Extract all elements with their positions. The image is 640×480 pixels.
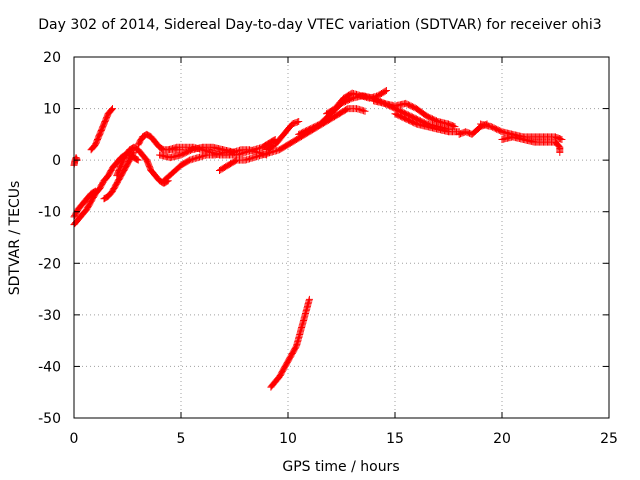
chart-title: Day 302 of 2014, Sidereal Day-to-day VTE… [38, 17, 601, 33]
x-tick-label: 5 [177, 431, 186, 447]
y-tick-label: -30 [38, 308, 61, 324]
x-tick-labels: 0 5 10 15 20 25 [70, 431, 618, 447]
data-point-markers [156, 143, 238, 162]
data-point-markers [323, 87, 390, 118]
y-tick-label: -20 [38, 256, 61, 272]
data-series [70, 154, 81, 169]
data-point-markers [267, 295, 313, 391]
data-point-markers [455, 120, 491, 138]
data-series [113, 143, 172, 187]
x-tick-label: 0 [70, 431, 79, 447]
data-point-markers [87, 105, 116, 154]
data-series [100, 148, 138, 203]
x-tick-label: 15 [386, 431, 404, 447]
data-point-markers [498, 133, 564, 156]
data-point-markers [70, 154, 81, 169]
x-tick-label: 10 [279, 431, 297, 447]
data-series [455, 120, 491, 138]
y-axis-label: SDTVAR / TECUs [7, 181, 23, 296]
data-series [323, 87, 390, 118]
y-tick-label: 10 [43, 102, 61, 118]
y-tick-label: 0 [52, 153, 61, 169]
y-tick-label: -10 [38, 205, 61, 221]
x-tick-label: 20 [493, 431, 511, 447]
x-axis-label: GPS time / hours [282, 459, 399, 475]
data-series [263, 118, 303, 154]
data-point-markers [370, 97, 459, 131]
data-point-markers [216, 105, 369, 174]
data-series [498, 133, 564, 156]
data-point-markers [113, 143, 172, 187]
data-point-markers [391, 110, 463, 136]
axis-ticks [73, 56, 610, 419]
y-tick-label: -40 [38, 359, 61, 375]
plot-area [70, 87, 566, 391]
data-series [156, 143, 238, 162]
data-series [87, 105, 116, 154]
y-tick-labels: -50 -40 -30 -20 -10 0 10 20 [38, 50, 61, 427]
y-tick-label: -50 [38, 411, 61, 427]
data-series [267, 295, 313, 391]
data-point-markers [100, 148, 138, 203]
data-series [216, 105, 369, 174]
plot-frame [73, 56, 610, 419]
data-series [391, 110, 463, 136]
x-tick-label: 25 [600, 431, 618, 447]
data-point-markers [263, 118, 303, 154]
y-tick-label: 20 [43, 50, 61, 66]
data-series [370, 97, 459, 131]
